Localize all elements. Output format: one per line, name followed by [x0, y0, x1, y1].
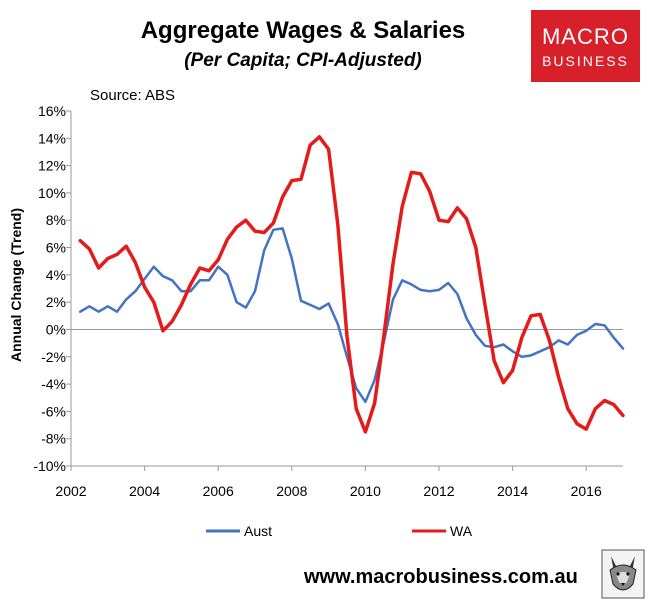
footer-url[interactable]: www.macrobusiness.com.au: [303, 566, 578, 588]
x-tick-label: 2006: [203, 483, 234, 499]
x-axis: 2002 2004 2006 2008 2010 2012 2014 2016: [55, 466, 602, 499]
logo-line2: BUSINESS: [542, 53, 629, 69]
x-tick-label: 2016: [571, 483, 602, 499]
x-tick-label: 2004: [129, 483, 160, 499]
y-axis-label: Annual Change (Trend): [8, 208, 24, 362]
macrobusiness-logo: MACRO BUSINESS: [531, 10, 640, 82]
x-tick-label: 2014: [497, 483, 528, 499]
legend-label-wa: WA: [450, 523, 473, 539]
x-tick-label: 2008: [276, 483, 307, 499]
logo-background: [531, 10, 640, 82]
legend-label-aust: Aust: [244, 523, 272, 539]
y-tick-label: 2%: [46, 294, 66, 310]
chart-title: Aggregate Wages & Salaries: [141, 17, 466, 44]
y-tick-label: -2%: [41, 349, 66, 365]
legend: Aust WA: [206, 523, 473, 539]
y-tick-label: 6%: [46, 240, 66, 256]
y-tick-label: -6%: [41, 403, 66, 419]
y-tick-label: 4%: [46, 267, 66, 283]
y-tick-label: -10%: [33, 458, 66, 474]
y-tick-label: -4%: [41, 376, 66, 392]
y-axis: -10% -8% -6% -4% -2% 0% 2% 4% 6% 8% 10% 12% 14% 16%: [33, 103, 71, 474]
source-note: Source: ABS: [90, 87, 175, 104]
y-tick-label: 0%: [46, 321, 66, 337]
wolf-icon: [601, 549, 645, 599]
y-tick-label: -8%: [41, 431, 66, 447]
y-tick-label: 14%: [38, 130, 66, 146]
y-tick-label: 12%: [38, 158, 66, 174]
y-tick-label: 16%: [38, 103, 66, 119]
x-tick-label: 2012: [423, 483, 454, 499]
x-tick-label: 2010: [350, 483, 381, 499]
y-tick-label: 10%: [38, 185, 66, 201]
series-line-wa: [78, 135, 625, 434]
series-lines: [78, 135, 625, 434]
y-tick-label: 8%: [46, 212, 66, 228]
x-tick-label: 2002: [55, 483, 86, 499]
logo-line1: MACRO: [542, 24, 629, 49]
chart-subtitle: (Per Capita; CPI-Adjusted): [184, 50, 422, 71]
plot-frame: [70, 111, 623, 467]
